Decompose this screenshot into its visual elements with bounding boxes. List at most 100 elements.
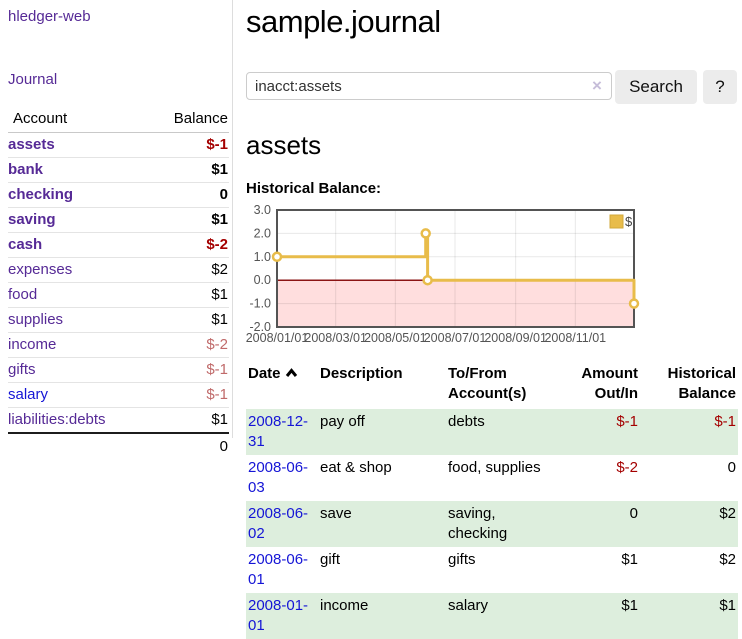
- account-link[interactable]: gifts: [8, 361, 36, 378]
- account-link[interactable]: bank: [8, 161, 44, 178]
- register-date-cell: 2008-06-03: [246, 455, 318, 501]
- main-content: sample.journal × Search ? assets Histori…: [246, 0, 742, 639]
- account-link[interactable]: assets: [8, 136, 55, 153]
- account-column-header: Account: [8, 108, 145, 133]
- account-balance: $1: [144, 407, 229, 434]
- accounts-total-row: 0: [8, 432, 229, 460]
- x-axis-tick-label: 2008/07/01: [424, 331, 487, 345]
- transaction-date-link[interactable]: 2008-12-31: [248, 413, 309, 450]
- accounts-table: Account Balance assets $-1 bank $1 checking 0…: [8, 108, 229, 460]
- account-balance: $2: [144, 257, 229, 283]
- x-axis-tick-label: 2008/11/01: [544, 331, 606, 345]
- register-balance: $-1: [714, 413, 736, 430]
- register-description: gift: [320, 551, 341, 568]
- account-row: bank $1: [8, 157, 229, 183]
- register-balance: $2: [719, 551, 736, 568]
- x-axis-tick-label: 2008/09/01: [484, 331, 547, 345]
- account-row: gifts $-1: [8, 357, 229, 383]
- register-row: 2008-06-03 eat & shop food, supplies $-2 0: [246, 455, 738, 501]
- account-row: food $1: [8, 282, 229, 308]
- register-date-cell: 2008-12-31: [246, 409, 318, 455]
- transaction-date-link[interactable]: 2008-01-01: [248, 597, 309, 634]
- register-description: income: [320, 597, 369, 614]
- register-row: 2008-06-02 save saving, checking 0 $2: [246, 501, 738, 547]
- register-accounts: salary: [448, 597, 489, 614]
- register-description: eat & shop: [320, 459, 392, 476]
- register-row: 2008-01-01 income salary $1 $1: [246, 593, 738, 639]
- register-amount: $-1: [616, 413, 638, 430]
- balance-chart: $3.0 2.0 1.0 0.0 -1.0 -2.02008/01/012008/03/0…: [246, 203, 640, 345]
- account-link[interactable]: salary: [8, 386, 49, 403]
- y-axis-tick-label: -2.0: [249, 320, 271, 334]
- search-help-button[interactable]: ?: [703, 70, 737, 104]
- account-row: liabilities:debts $1: [8, 407, 229, 434]
- data-point-marker: [420, 228, 431, 239]
- account-balance: 0: [144, 182, 229, 208]
- transaction-date-link[interactable]: 2008-06-02: [248, 505, 309, 542]
- register-balance: $2: [719, 505, 736, 522]
- account-link[interactable]: supplies: [8, 311, 64, 328]
- accounts-total-value: 0: [144, 432, 229, 460]
- account-balance: $1: [144, 282, 229, 308]
- account-balance: $1: [144, 307, 229, 333]
- x-axis-tick-label: 2008/01/01: [246, 331, 309, 345]
- account-balance: $-2: [144, 332, 229, 358]
- data-point-marker: [271, 251, 283, 263]
- account-link[interactable]: income: [8, 336, 57, 353]
- account-link[interactable]: food: [8, 286, 38, 303]
- register-table: Date Description To/From Account(s) Amou…: [246, 362, 738, 639]
- data-point-marker: [422, 274, 433, 286]
- register-accounts: saving, checking: [448, 505, 508, 542]
- account-link[interactable]: expenses: [8, 261, 73, 278]
- account-balance: $1: [144, 157, 229, 183]
- account-link[interactable]: cash: [8, 236, 43, 253]
- sort-ascending-icon: [285, 368, 297, 377]
- search-input[interactable]: [246, 72, 612, 100]
- transaction-date-link[interactable]: 2008-06-01: [248, 551, 309, 588]
- account-row: salary $-1: [8, 382, 229, 408]
- accounts-table-body: assets $-1 bank $1 checking 0 saving $1 cash $-2 e…: [8, 132, 229, 434]
- account-balance: $-1: [144, 132, 229, 158]
- account-row: saving $1: [8, 207, 229, 233]
- legend-label: $: [625, 214, 633, 229]
- account-link[interactable]: liabilities:debts: [8, 411, 106, 428]
- register-balance: 0: [727, 459, 736, 476]
- balance-column-header: Balance: [144, 108, 229, 133]
- account-row: income $-2: [8, 332, 229, 358]
- register-table-body: 2008-12-31 pay off debts $-1 $-1 2008-06-03 ea…: [246, 409, 738, 639]
- data-point-marker: [628, 298, 640, 309]
- register-row: 2008-06-01 gift gifts $1 $2: [246, 547, 738, 593]
- account-link[interactable]: saving: [8, 211, 56, 228]
- register-amount: 0: [629, 505, 638, 522]
- nav-journal-link[interactable]: Journal: [8, 71, 58, 88]
- transaction-date-link[interactable]: 2008-06-03: [248, 459, 309, 496]
- plot-border: [276, 209, 635, 328]
- register-header-balance: Historical Balance: [667, 365, 736, 402]
- register-date-cell: 2008-01-01: [246, 593, 318, 639]
- register-amount: $-2: [616, 459, 638, 476]
- register-date-cell: 2008-06-01: [246, 547, 318, 593]
- register-description: save: [320, 505, 352, 522]
- app-brand-link[interactable]: hledger-web: [8, 8, 91, 25]
- y-axis-tick-label: -1.0: [249, 297, 271, 311]
- register-accounts: debts: [448, 413, 485, 430]
- historical-balance-label: Historical Balance:: [246, 180, 382, 197]
- register-header-date[interactable]: Date: [246, 362, 318, 409]
- account-row: supplies $1: [8, 307, 229, 333]
- account-link[interactable]: checking: [8, 186, 74, 203]
- account-balance: $-1: [144, 357, 229, 383]
- legend-swatch: [609, 214, 624, 229]
- page-title: sample.journal: [246, 4, 441, 39]
- register-amount: $1: [621, 597, 638, 614]
- search-button[interactable]: Search: [615, 70, 697, 104]
- register-accounts: food, supplies: [448, 459, 541, 476]
- y-axis-tick-label: 2.0: [254, 226, 271, 240]
- account-heading: assets: [246, 130, 322, 160]
- sidebar: hledger-web Journal Account Balance asse…: [0, 0, 233, 460]
- register-balance: $1: [719, 597, 736, 614]
- account-row: checking 0: [8, 182, 229, 208]
- register-date-cell: 2008-06-02: [246, 501, 318, 547]
- y-axis-tick-label: 0.0: [254, 273, 271, 287]
- clear-search-icon[interactable]: ×: [592, 76, 602, 95]
- account-balance: $-2: [144, 232, 229, 258]
